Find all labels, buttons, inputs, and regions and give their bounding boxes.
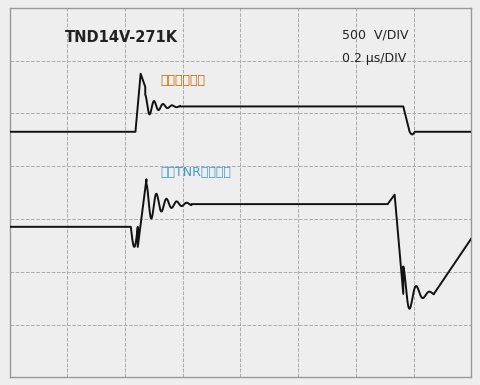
Text: TND14V-271K: TND14V-271K (64, 30, 177, 45)
Text: 500  V/DIV: 500 V/DIV (341, 28, 407, 41)
Text: 0.2 μs/DIV: 0.2 μs/DIV (341, 52, 405, 65)
Text: 连接TNR时的波形: 连接TNR时的波形 (160, 166, 231, 179)
Text: 原始浪涌波形: 原始浪涌波形 (160, 74, 205, 87)
